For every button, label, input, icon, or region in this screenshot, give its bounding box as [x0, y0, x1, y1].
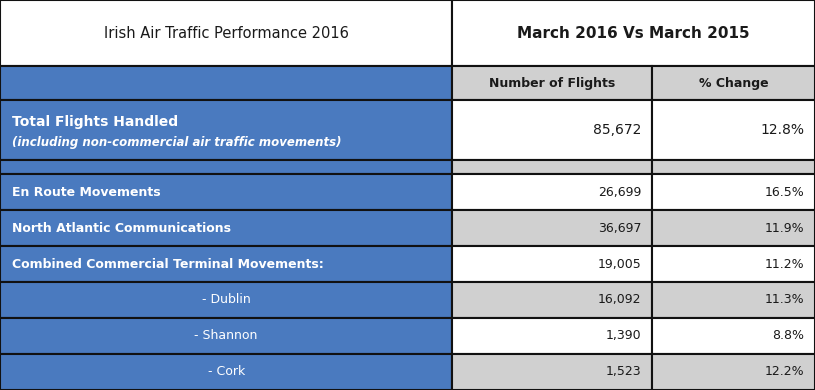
Text: - Cork: - Cork [208, 365, 244, 378]
Text: North Atlantic Communications: North Atlantic Communications [12, 222, 231, 235]
Text: % Change: % Change [698, 76, 769, 90]
Bar [0, 318, 452, 354]
Bar [452, 318, 652, 354]
Bar [0, 246, 452, 282]
Text: 11.3%: 11.3% [764, 293, 804, 307]
Bar [652, 66, 815, 100]
Bar [452, 354, 652, 390]
Text: March 2016 Vs March 2015: March 2016 Vs March 2015 [518, 26, 750, 41]
Bar [452, 282, 652, 318]
Bar [0, 210, 452, 246]
Bar [0, 282, 452, 318]
Text: Total Flights Handled: Total Flights Handled [12, 115, 178, 129]
Bar [452, 246, 652, 282]
Bar [0, 174, 452, 210]
Text: 19,005: 19,005 [597, 257, 641, 271]
Bar [452, 160, 652, 174]
Text: 26,699: 26,699 [598, 186, 641, 199]
Text: 11.9%: 11.9% [764, 222, 804, 235]
Text: 16.5%: 16.5% [764, 186, 804, 199]
Bar [652, 246, 815, 282]
Text: - Dublin: - Dublin [202, 293, 250, 307]
Text: Number of Flights: Number of Flights [489, 76, 615, 90]
Bar [0, 100, 452, 160]
Bar [452, 100, 652, 160]
Text: (including non-commercial air traffic movements): (including non-commercial air traffic mo… [12, 136, 341, 149]
Bar [452, 0, 815, 66]
Bar [452, 66, 652, 100]
Text: En Route Movements: En Route Movements [12, 186, 161, 199]
Text: 8.8%: 8.8% [773, 329, 804, 342]
Text: Combined Commercial Terminal Movements:: Combined Commercial Terminal Movements: [12, 257, 324, 271]
Text: 16,092: 16,092 [598, 293, 641, 307]
Text: 1,390: 1,390 [606, 329, 641, 342]
Bar [452, 210, 652, 246]
Bar [652, 100, 815, 160]
Bar [652, 210, 815, 246]
Text: 12.2%: 12.2% [764, 365, 804, 378]
Bar [0, 160, 452, 174]
Bar [0, 0, 452, 66]
Bar [452, 174, 652, 210]
Bar [652, 282, 815, 318]
Text: - Shannon: - Shannon [195, 329, 258, 342]
Bar [0, 354, 452, 390]
Bar [652, 174, 815, 210]
Bar [652, 160, 815, 174]
Text: Irish Air Traffic Performance 2016: Irish Air Traffic Performance 2016 [104, 26, 349, 41]
Text: 1,523: 1,523 [606, 365, 641, 378]
Text: 36,697: 36,697 [598, 222, 641, 235]
Bar [652, 318, 815, 354]
Text: 11.2%: 11.2% [764, 257, 804, 271]
Text: 12.8%: 12.8% [760, 123, 804, 137]
Text: 85,672: 85,672 [593, 123, 641, 137]
Bar [0, 66, 452, 100]
Bar [652, 354, 815, 390]
